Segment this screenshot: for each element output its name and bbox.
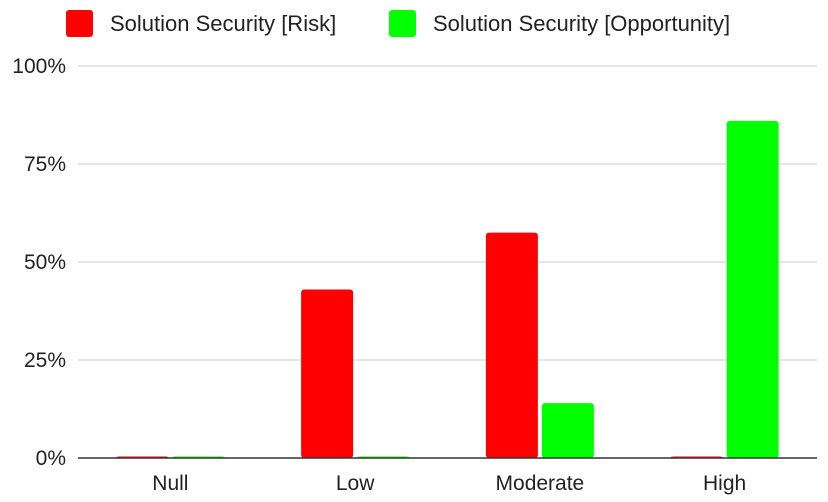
y-tick-label: 25%: [24, 349, 66, 372]
gridlines: [78, 65, 817, 361]
bar-opportunity-high: [726, 120, 779, 458]
x-tick-label: Moderate: [496, 472, 585, 495]
bars: [78, 120, 817, 459]
y-tick-label: 50%: [24, 251, 66, 274]
y-axis-ticks: 0% 25% 50% 75% 100%: [12, 55, 66, 470]
bar-opportunity-moderate: [541, 403, 594, 458]
legend-swatch-1: [66, 10, 93, 37]
legend-label-2: Solution Security [Opportunity]: [433, 11, 730, 36]
legend: Solution Security [Risk] Solution Securit…: [66, 10, 730, 37]
bar-risk-moderate: [485, 232, 538, 458]
y-tick-label: 0%: [36, 447, 66, 470]
legend-label-1: Solution Security [Risk]: [110, 11, 336, 36]
x-tick-label: Null: [152, 472, 188, 495]
y-tick-label: 100%: [12, 55, 66, 78]
legend-swatch-2: [389, 10, 416, 37]
bar-risk-low: [301, 289, 354, 458]
x-tick-label: High: [703, 472, 746, 495]
y-tick-label: 75%: [24, 153, 66, 176]
x-axis-ticks: Null Low Moderate High: [152, 472, 746, 495]
x-tick-label: Low: [336, 472, 375, 495]
